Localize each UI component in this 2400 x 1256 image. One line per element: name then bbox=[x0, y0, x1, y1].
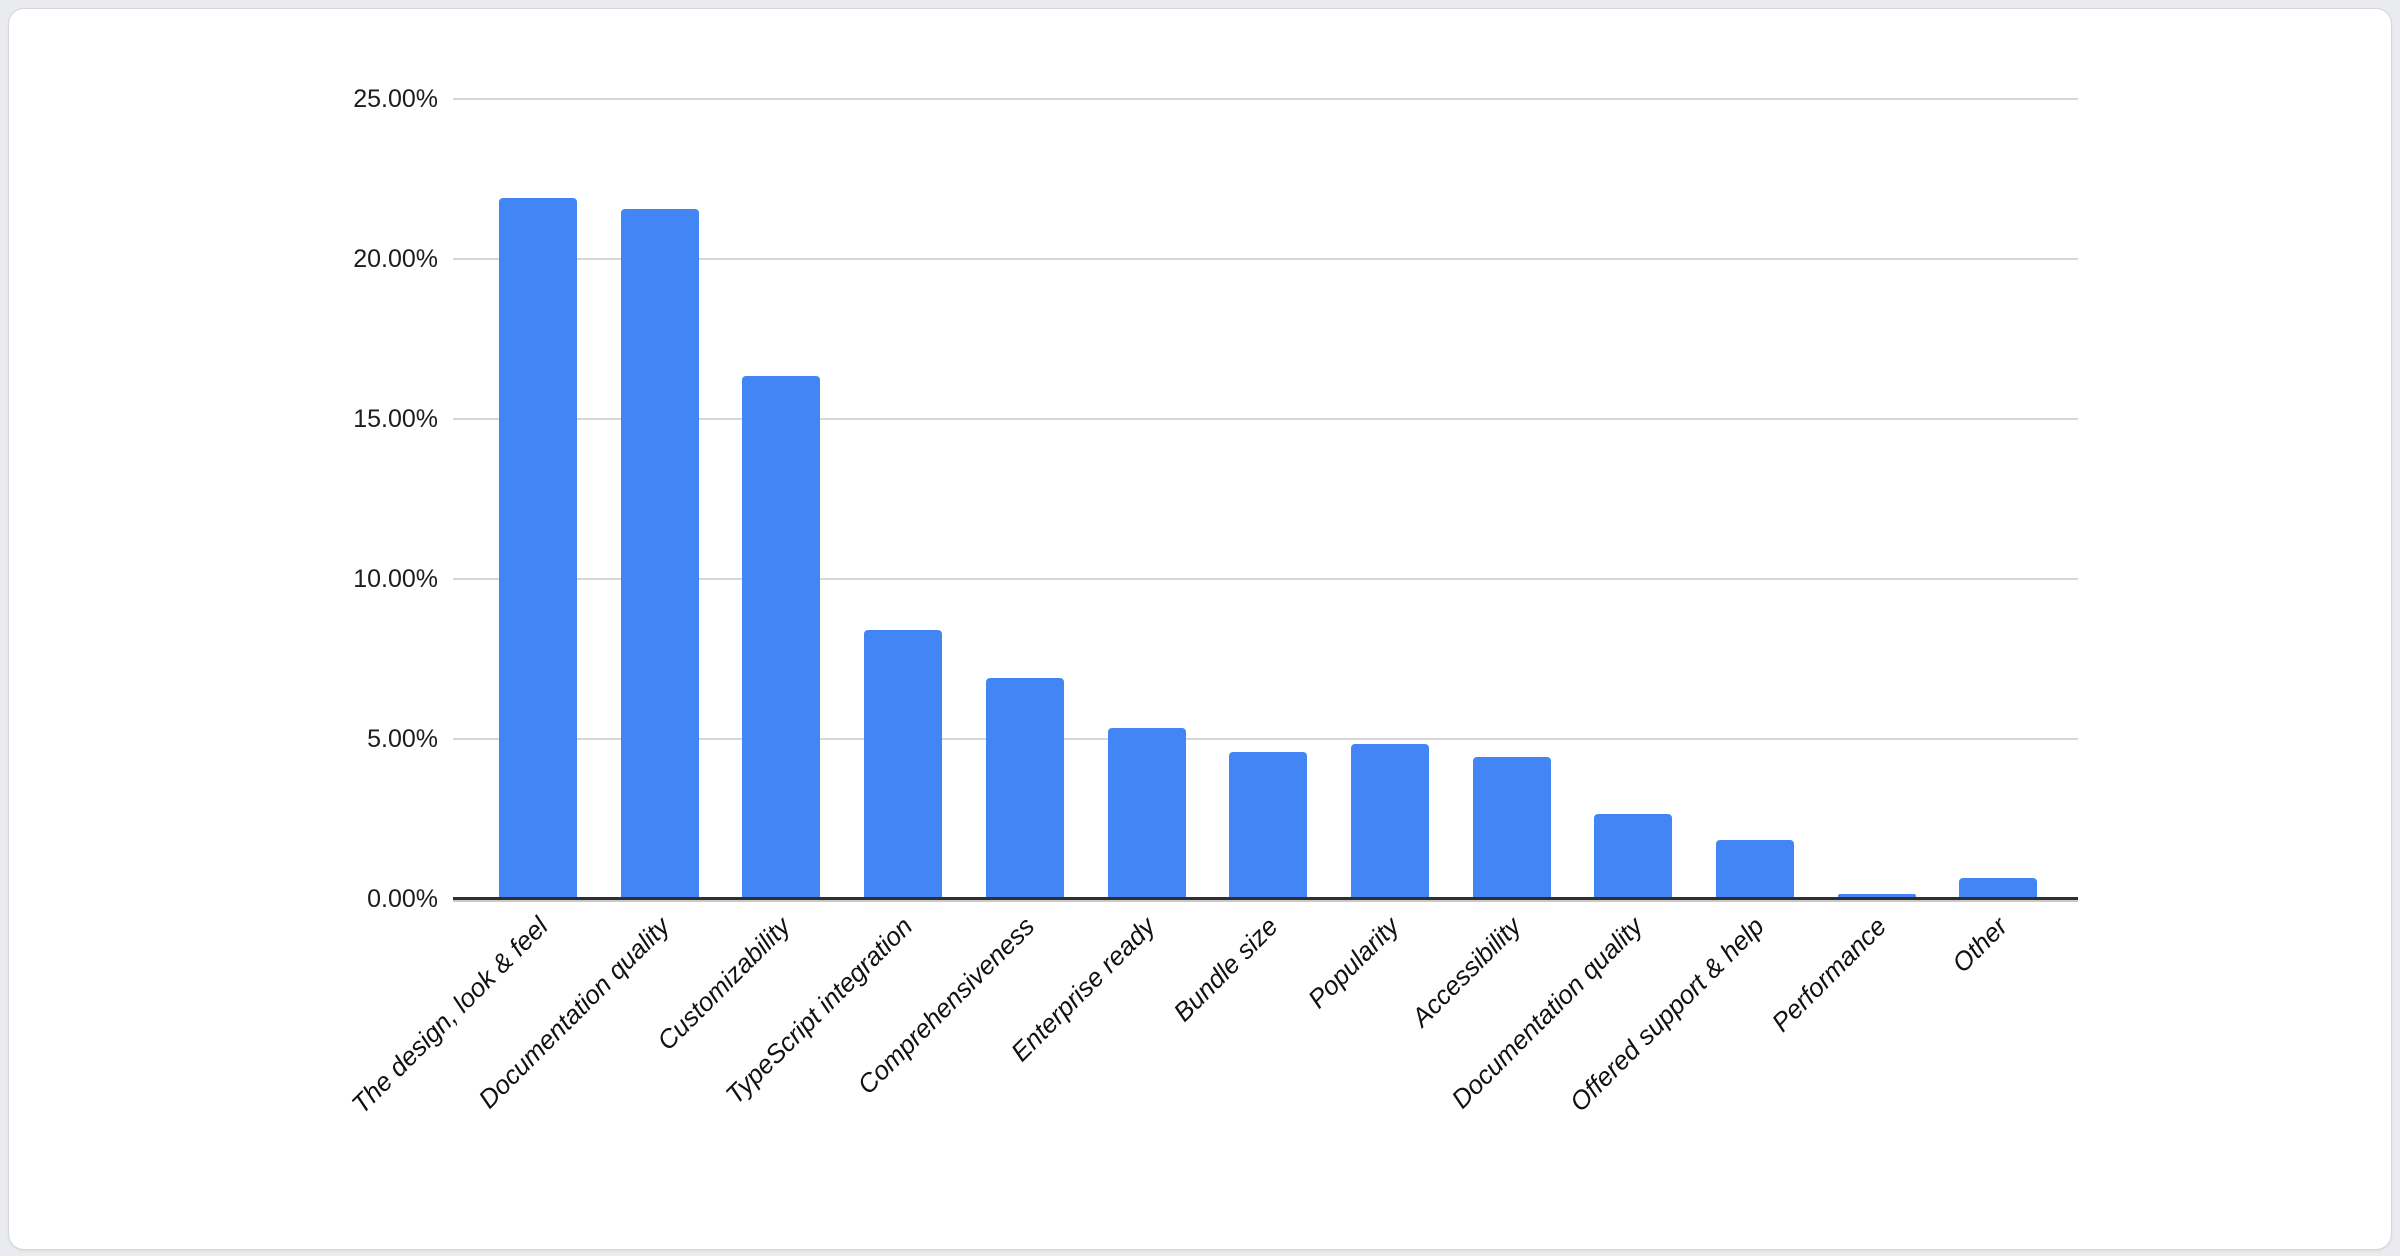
chart-card: 25.00% 20.00% 15.00% 10.00% 5.00% 0.00% The de… bbox=[8, 8, 2392, 1250]
x-axis-category-label: The design, look & feel bbox=[344, 911, 554, 1120]
x-axis-category-label: Performance bbox=[1765, 911, 1893, 1038]
y-axis-tick-label: 25.00% bbox=[353, 85, 438, 113]
y-axis-tick-label: 15.00% bbox=[353, 405, 438, 433]
x-axis-category-label: Bundle size bbox=[1166, 911, 1284, 1028]
bar-the-design-look-feel[interactable] bbox=[499, 198, 577, 899]
gridline bbox=[453, 258, 2078, 260]
gridline bbox=[453, 418, 2078, 420]
x-axis-category-label: Popularity bbox=[1302, 911, 1406, 1014]
bar-other[interactable] bbox=[1959, 878, 2037, 899]
y-axis-tick-label: 5.00% bbox=[367, 725, 438, 753]
bar-typescript-integration[interactable] bbox=[864, 630, 942, 899]
y-axis-tick-label: 10.00% bbox=[353, 565, 438, 593]
x-axis-category-label: Accessibility bbox=[1405, 911, 1528, 1033]
bar-chart: 25.00% 20.00% 15.00% 10.00% 5.00% 0.00% The de… bbox=[9, 9, 2391, 1249]
x-axis-category-label: Other bbox=[1946, 911, 2014, 979]
bar-bundle-size[interactable] bbox=[1229, 752, 1307, 899]
y-axis-tick-label: 20.00% bbox=[353, 245, 438, 273]
gridline bbox=[453, 578, 2078, 580]
x-axis-shadow-line bbox=[453, 900, 2078, 902]
y-axis-tick-label: 0.00% bbox=[367, 885, 438, 913]
x-axis-line bbox=[453, 897, 2078, 900]
gridline bbox=[453, 738, 2078, 740]
bar-customizability[interactable] bbox=[742, 376, 820, 899]
bar-documentation-quality[interactable] bbox=[621, 209, 699, 899]
bar-performance[interactable] bbox=[1838, 894, 1916, 899]
gridline bbox=[453, 98, 2078, 100]
bar-popularity[interactable] bbox=[1351, 744, 1429, 899]
bar-accessibility[interactable] bbox=[1473, 757, 1551, 899]
bar-enterprise-ready[interactable] bbox=[1108, 728, 1186, 899]
bar-documentation-quality[interactable] bbox=[1594, 814, 1672, 899]
bar-offered-support-help[interactable] bbox=[1716, 840, 1794, 899]
bar-comprehensiveness[interactable] bbox=[986, 678, 1064, 899]
